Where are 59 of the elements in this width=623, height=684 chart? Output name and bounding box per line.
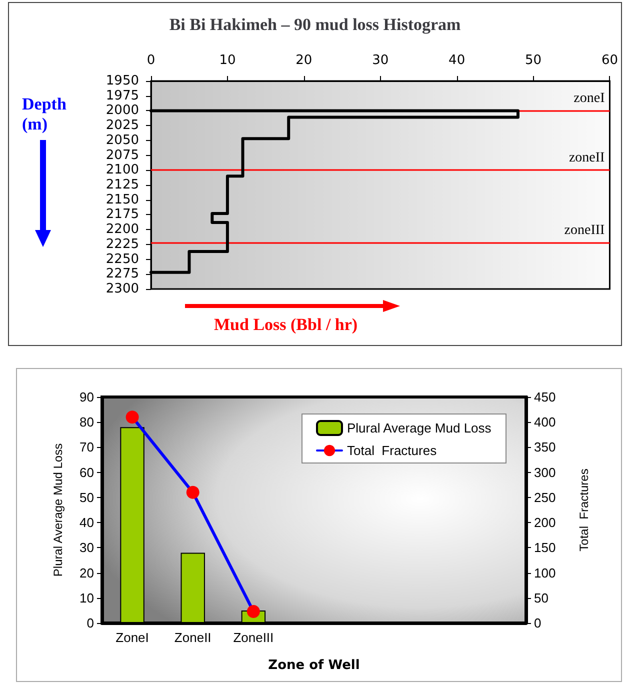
y-tick-label: 2300 bbox=[106, 282, 139, 296]
y2-tick-label: 0 bbox=[534, 616, 542, 630]
x-tick-label: 10 bbox=[219, 53, 236, 68]
y2-tick-label: 400 bbox=[534, 414, 556, 430]
x-tick-label: ZoneII bbox=[174, 630, 212, 645]
y-tick-label: 2050 bbox=[106, 132, 139, 148]
y-tick-label: 50 bbox=[80, 490, 94, 505]
y2-tick-label: 450 bbox=[534, 390, 556, 404]
y2-tick-label: 300 bbox=[534, 464, 556, 480]
y-tick-label: 0 bbox=[86, 616, 94, 630]
y2-tick-label: 200 bbox=[534, 515, 556, 530]
point bbox=[126, 410, 139, 424]
y-tick-label: 60 bbox=[80, 464, 94, 480]
y2-tick-label: 350 bbox=[534, 440, 556, 455]
chart-title: Bi Bi Hakimeh – 90 mud loss Histogram bbox=[169, 15, 461, 34]
ref-line-label: zoneIII bbox=[564, 223, 606, 238]
point bbox=[246, 604, 260, 618]
x-axis-title: Mud Loss (Bbl / hr) bbox=[214, 315, 358, 334]
y-tick-label: 2200 bbox=[106, 222, 139, 238]
x-tick-label: 0 bbox=[146, 53, 156, 68]
ref-line-label: zoneI bbox=[574, 91, 606, 106]
y-tick-label: 2225 bbox=[106, 236, 139, 252]
x-tick-label: 40 bbox=[448, 53, 466, 68]
y-tick-label: 70 bbox=[80, 440, 94, 455]
ref-line-label: zoneII bbox=[568, 150, 606, 166]
legend-label: Plural Average Mud Loss bbox=[346, 420, 492, 436]
x-tick-label: ZoneIII bbox=[233, 630, 274, 645]
y-tick-label: 2250 bbox=[106, 252, 139, 267]
legend-label: Total Fractures bbox=[346, 443, 438, 458]
y-tick-label: 1950 bbox=[106, 74, 139, 88]
x-tick-label: 50 bbox=[525, 53, 542, 68]
y-tick-label: 30 bbox=[80, 540, 94, 556]
y-tick-label: 2025 bbox=[106, 118, 139, 134]
y2-tick-label: 250 bbox=[534, 490, 556, 505]
x-tick-label: 20 bbox=[296, 53, 312, 68]
y-tick-label: 2100 bbox=[106, 162, 139, 178]
y-tick-label: 10 bbox=[80, 590, 94, 606]
x-tick-label: 30 bbox=[372, 53, 389, 68]
x-axis-title: Zone of Well bbox=[268, 658, 360, 673]
y2-tick-label: 100 bbox=[534, 565, 556, 580]
y-tick-label: 20 bbox=[80, 565, 94, 580]
y-axis-title: Depth (m) bbox=[22, 94, 71, 134]
y-tick-label: 2000 bbox=[106, 103, 139, 118]
y2-tick-label: 50 bbox=[534, 590, 548, 606]
y-tick-label: 2125 bbox=[106, 178, 139, 192]
y-tick-label: 2175 bbox=[106, 207, 139, 222]
x-tick-label: 60 bbox=[601, 53, 618, 68]
y-tick-label: 2275 bbox=[106, 266, 139, 282]
y-tick-label: 80 bbox=[80, 414, 94, 430]
x-tick-label: ZoneI bbox=[116, 630, 149, 645]
point bbox=[186, 486, 200, 499]
y2-axis-title: Total Fractures bbox=[577, 468, 591, 552]
y2-tick-label: 150 bbox=[534, 540, 556, 556]
y-axis-title: Plural Average Mud Loss bbox=[51, 443, 65, 577]
y-tick-label: 40 bbox=[80, 515, 94, 530]
y-tick-label: 2150 bbox=[106, 192, 139, 208]
y-tick-label: 1975 bbox=[106, 88, 139, 104]
y-tick-label: 2075 bbox=[106, 148, 139, 163]
y-tick-label: 90 bbox=[80, 390, 94, 404]
